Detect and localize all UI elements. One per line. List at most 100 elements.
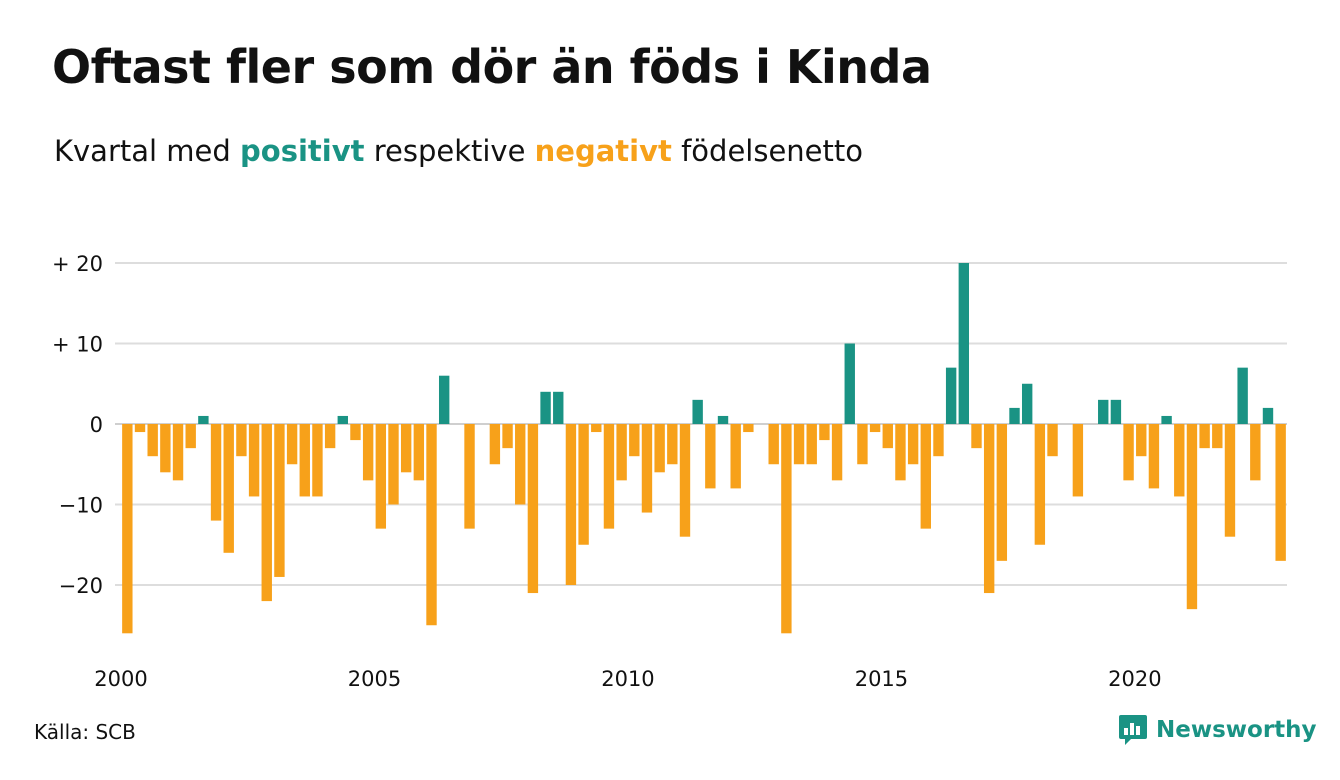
bar	[274, 424, 285, 577]
bar	[654, 424, 665, 473]
chart-title: Oftast fler som dör än föds i Kinda	[52, 40, 932, 94]
bar	[413, 424, 425, 481]
bar	[515, 424, 526, 505]
bar	[831, 424, 843, 481]
bar	[160, 424, 171, 473]
bar	[1047, 424, 1058, 457]
bar	[1224, 424, 1236, 537]
bar	[438, 375, 450, 424]
bar	[337, 415, 348, 424]
bar	[603, 424, 615, 529]
newsworthy-logo-icon	[1119, 715, 1147, 745]
subtitle-prefix: Kvartal med	[54, 134, 241, 168]
bar	[134, 424, 146, 433]
bar	[236, 424, 247, 457]
bar	[185, 424, 196, 449]
bar	[983, 424, 995, 594]
bar	[1136, 424, 1147, 457]
bar	[464, 424, 475, 529]
bar	[1250, 424, 1261, 481]
bar	[781, 424, 792, 634]
bar	[312, 424, 323, 497]
bar	[806, 424, 817, 465]
y-axis-ticks: + 20 + 10 0 −10 −20	[52, 252, 103, 598]
bar	[1212, 424, 1223, 449]
bar	[565, 424, 577, 585]
bar	[945, 367, 957, 424]
bar	[629, 424, 640, 457]
bar	[375, 424, 387, 529]
bar	[1199, 424, 1210, 449]
x-tick-label: 2000	[94, 667, 147, 691]
bar	[198, 415, 209, 424]
bar	[730, 424, 741, 489]
bar	[1237, 367, 1248, 424]
bar	[1161, 415, 1172, 424]
bar	[591, 424, 602, 433]
bar	[717, 415, 729, 424]
bar	[578, 424, 589, 545]
bar	[1021, 383, 1033, 424]
bar	[553, 391, 564, 424]
source-note: Källa: SCB	[34, 720, 136, 744]
bar	[996, 424, 1008, 561]
bar	[248, 424, 260, 497]
bar	[388, 424, 399, 505]
bar	[261, 424, 272, 602]
bar	[1174, 424, 1185, 497]
bar	[223, 424, 234, 553]
y-tick-label: −20	[59, 574, 103, 598]
subtitle-positive-word: positivt	[240, 134, 365, 168]
bar	[350, 424, 361, 441]
x-tick-label: 2005	[348, 667, 401, 691]
bar	[844, 343, 855, 424]
bar	[172, 424, 184, 481]
bar	[616, 424, 627, 481]
subtitle-negative-word: negativt	[534, 134, 672, 168]
bar	[1186, 424, 1198, 610]
chart-subtitle: Kvartal med positivt respektive negativt…	[54, 134, 863, 168]
bar	[489, 424, 501, 465]
brand: Newsworthy	[1118, 714, 1317, 746]
bar	[426, 424, 437, 626]
bar	[679, 424, 691, 537]
bar	[299, 424, 310, 497]
bar	[1148, 424, 1160, 489]
bar	[692, 399, 703, 424]
y-tick-label: + 10	[52, 333, 103, 357]
bar	[210, 424, 222, 521]
brand-name: Newsworthy	[1156, 717, 1317, 743]
bar	[1262, 407, 1274, 424]
bar	[920, 424, 931, 529]
bar	[1009, 407, 1020, 424]
x-tick-label: 2010	[601, 667, 654, 691]
bar	[641, 424, 653, 513]
bars	[122, 263, 1286, 634]
y-tick-label: + 20	[52, 252, 103, 276]
bar	[857, 424, 868, 465]
bar	[768, 424, 779, 465]
bar	[819, 424, 830, 441]
bar	[933, 424, 944, 457]
bar	[882, 424, 893, 449]
bar	[1034, 424, 1046, 545]
subtitle-middle: respektive	[364, 134, 535, 168]
bar	[324, 424, 336, 449]
bar	[895, 424, 906, 481]
y-tick-label: −10	[59, 494, 103, 518]
bar	[502, 424, 513, 449]
bar	[705, 424, 716, 489]
bar	[958, 263, 970, 424]
bar	[869, 424, 881, 433]
bar	[907, 424, 919, 465]
x-tick-label: 2015	[855, 667, 908, 691]
bar	[400, 424, 412, 473]
bar	[793, 424, 805, 465]
y-tick-label: 0	[90, 413, 103, 437]
bar	[1098, 399, 1109, 424]
bar	[1110, 399, 1122, 424]
x-tick-label: 2020	[1108, 667, 1161, 691]
bar	[540, 391, 551, 424]
bar	[122, 424, 133, 634]
